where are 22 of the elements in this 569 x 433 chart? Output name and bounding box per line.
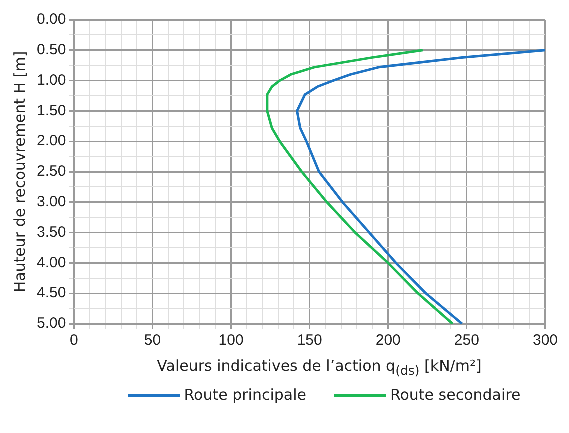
y-axis-title: Hauteur de recouvrement H [m] xyxy=(10,51,29,293)
y-tick-label: 4.50 xyxy=(36,284,66,302)
x-tick-label: 300 xyxy=(532,332,558,350)
y-tick-label: 2.00 xyxy=(36,132,66,150)
y-tick-label: 0.00 xyxy=(36,11,66,28)
x-tick-label: 50 xyxy=(144,332,162,350)
legend-label: Route secondaire xyxy=(390,386,521,404)
x-axis-title: Valeurs indicatives de l’action q$_{(ds)}$ [kN/m²] xyxy=(156,357,483,378)
y-tick-label: 2.50 xyxy=(36,163,66,180)
y-tick-label: 4.00 xyxy=(36,254,66,272)
x-tick-label: 150 xyxy=(297,332,322,350)
legend-label: Route principale xyxy=(184,386,306,404)
y-tick-label: 5.00 xyxy=(36,315,66,332)
y-tick-label: 1.00 xyxy=(36,72,66,89)
y-tick-label: 3.50 xyxy=(36,224,66,241)
x-tick-label: 250 xyxy=(454,332,480,350)
y-tick-label: 0.50 xyxy=(36,42,66,59)
y-tick-label: 3.00 xyxy=(36,194,66,211)
x-tick-label: 200 xyxy=(376,332,401,350)
x-tick-label: 0 xyxy=(70,332,78,350)
y-tick-label: 1.50 xyxy=(36,102,66,120)
x-tick-label: 100 xyxy=(218,332,244,350)
